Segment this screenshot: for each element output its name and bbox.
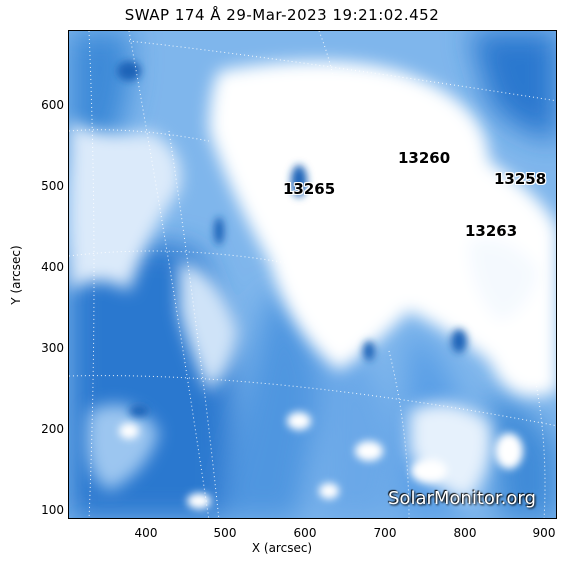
x-tick-label: 900 — [532, 526, 556, 540]
y-tick-label: 100 — [41, 503, 64, 517]
y-tick-label: 600 — [41, 98, 64, 112]
active-region-label: 13258 — [494, 170, 547, 188]
active-region-label: 13263 — [465, 222, 518, 240]
x-tick-label: 400 — [134, 526, 158, 540]
x-tick-label: 600 — [293, 526, 317, 540]
y-tick-label: 400 — [41, 260, 64, 274]
y-tick-label: 200 — [41, 422, 64, 436]
y-tick-label: 300 — [41, 341, 64, 355]
x-tick-label: 700 — [373, 526, 397, 540]
active-region-label: 13265 — [283, 180, 336, 198]
image-title: SWAP 174 Å 29-Mar-2023 19:21:02.452 — [124, 6, 440, 24]
y-axis-label: Y (arcsec) — [9, 245, 23, 305]
x-axis-label: X (arcsec) — [251, 541, 313, 555]
watermark: SolarMonitor.org — [388, 488, 536, 509]
solar-image-frame — [68, 30, 557, 519]
x-tick-label: 800 — [453, 526, 477, 540]
x-tick-label: 500 — [213, 526, 237, 540]
y-tick-label: 500 — [41, 179, 64, 193]
solar-euv-image — [69, 31, 556, 518]
active-region-label: 13260 — [398, 149, 451, 167]
